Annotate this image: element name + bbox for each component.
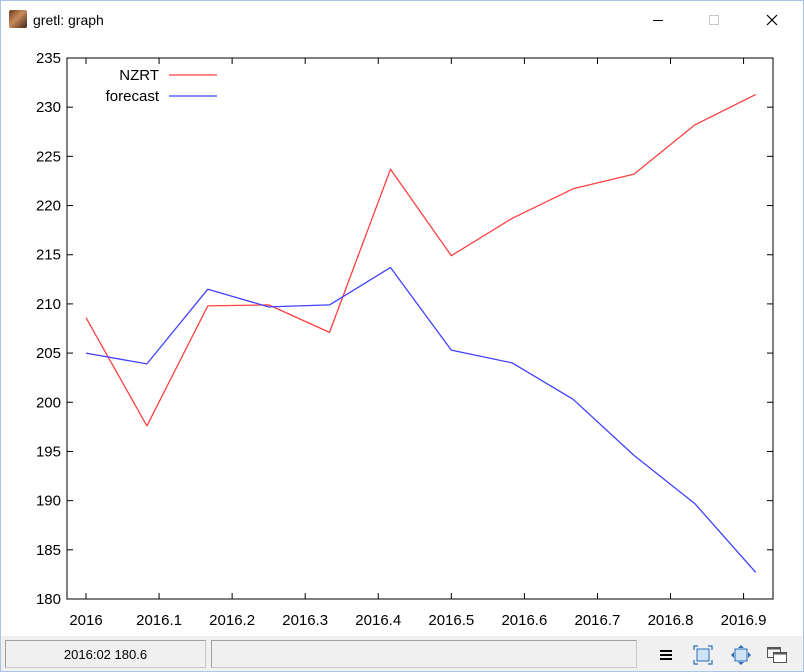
cursor-coordinates: 2016:02 180.6 [5,640,206,668]
y-tick-label: 215 [36,247,61,264]
y-tick-label: 195 [36,443,61,460]
zoom-icon [693,645,713,665]
y-tick-label: 235 [36,50,61,67]
title-bar[interactable]: gretl: graph [1,1,803,39]
legend-label: forecast [106,88,160,105]
maximize-icon [709,15,719,25]
status-message-area [211,640,637,668]
series-line-forecast [85,266,757,573]
move-button[interactable] [729,643,753,667]
minimize-button[interactable] [635,1,681,39]
y-tick-label: 225 [36,148,61,165]
plot-frame [66,57,774,600]
status-bar: 2016:02 180.6 [1,637,803,671]
windows-icon [767,647,787,663]
x-tick-label: 2016.4 [355,612,401,629]
x-tick-label: 2016.5 [428,612,474,629]
y-tick-label: 190 [36,493,61,510]
y-tick-label: 230 [36,99,61,116]
close-icon [766,14,778,26]
line-chart[interactable]: 180 185 190 195 200 205 210 215 220 225 230 235 201… [1,39,803,636]
x-tick-label: 2016.3 [282,612,328,629]
series-line-nzrt [85,93,757,427]
x-tick-label: 2016.8 [648,612,694,629]
menu-icon [660,650,672,660]
x-tick-label: 2016.9 [721,612,767,629]
maximize-button[interactable] [691,1,737,39]
legend-label: NZRT [119,67,159,84]
minimize-icon [653,20,663,21]
y-tick-label: 205 [36,345,61,362]
x-tick-label: 2016.1 [136,612,182,629]
y-tick-label: 180 [36,591,61,608]
zoom-button[interactable] [691,643,715,667]
y-tick-label: 220 [36,198,61,215]
y-tick-label: 200 [36,394,61,411]
menu-button[interactable] [654,643,678,667]
y-tick-label: 185 [36,542,61,559]
x-tick-label: 2016.2 [209,612,255,629]
move-icon [731,645,751,665]
x-tick-label: 2016.6 [501,612,547,629]
window-title: gretl: graph [33,12,104,28]
plot-area[interactable]: 180 185 190 195 200 205 210 215 220 225 230 235 201… [1,39,803,636]
close-button[interactable] [749,1,795,39]
y-tick-label: 210 [36,296,61,313]
windows-button[interactable] [765,643,789,667]
x-tick-label: 2016.7 [575,612,621,629]
gretl-app-icon [9,10,27,28]
x-tick-label: 2016 [69,612,102,629]
